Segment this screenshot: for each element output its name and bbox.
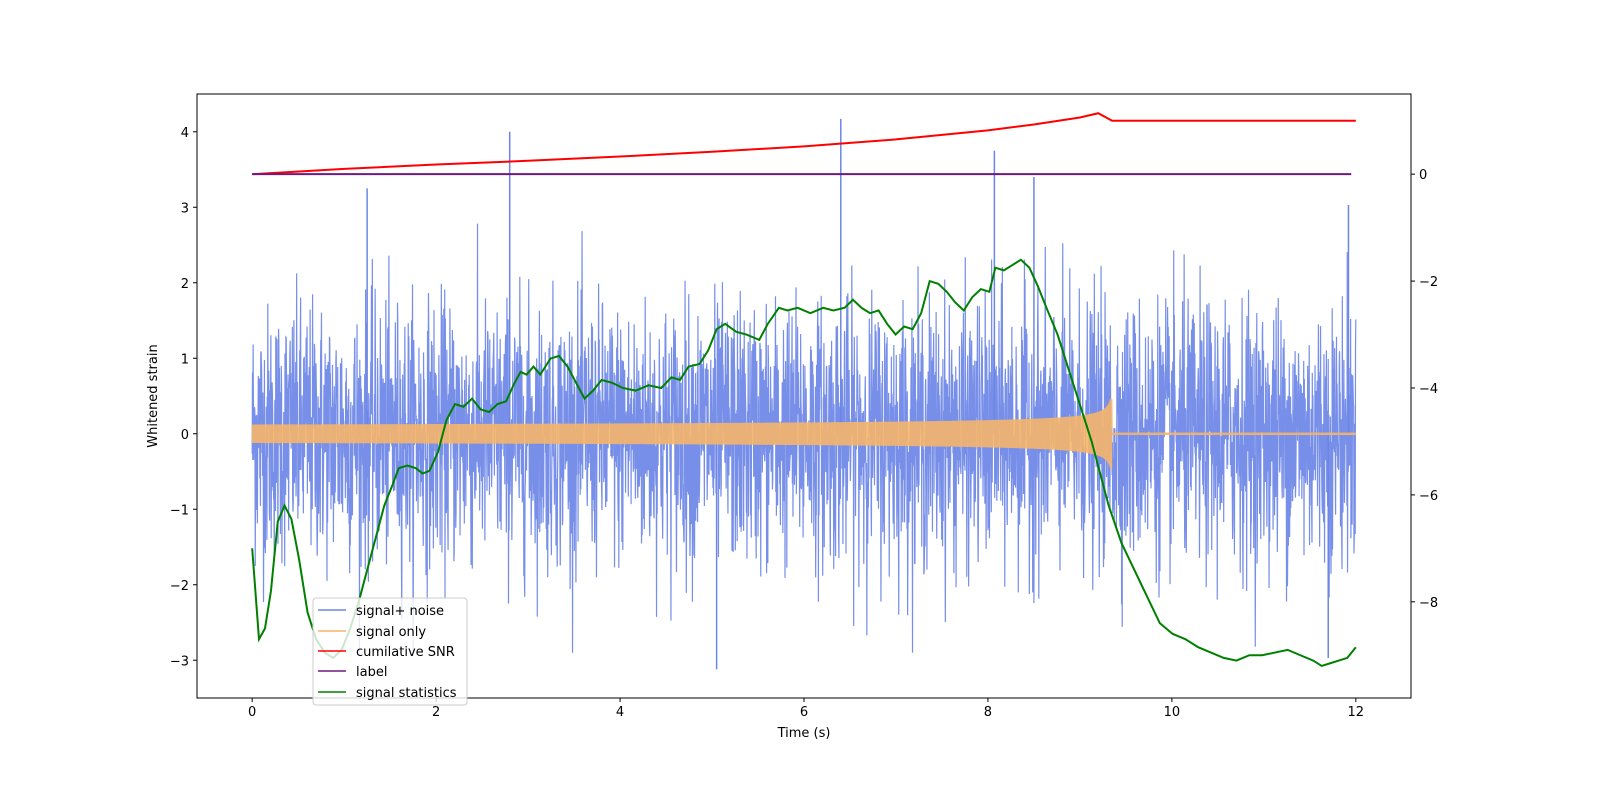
legend-item-label: label [318, 665, 387, 680]
x-tick-label: 10 [1164, 705, 1181, 720]
legend-item-signal-noise: signal+ noise [318, 604, 444, 619]
legend-item-signal-statistics: signal statistics [318, 686, 457, 701]
legend-item-signal-only: signal only [318, 625, 426, 640]
x-tick-label: 4 [616, 705, 624, 720]
y2-tick-label: 0 [1419, 168, 1427, 183]
y-tick-label: 1 [181, 352, 189, 367]
legend-label-label: label [356, 665, 387, 680]
y-tick-label: 0 [181, 428, 189, 443]
x-axis-ticks: 0 2 4 6 8 10 12 [248, 698, 1364, 720]
y-tick-label: 2 [181, 277, 189, 292]
plot-area [251, 112, 1357, 670]
legend-label-signal-noise: signal+ noise [356, 604, 444, 619]
series-signal-only [251, 398, 1357, 469]
y2-axis-ticks: −8 −6 −4 −2 0 [1411, 168, 1438, 611]
series-cumulative-snr [252, 112, 1356, 176]
x-tick-label: 2 [432, 705, 440, 720]
y2-tick-label: −6 [1419, 489, 1438, 504]
legend-item-cumulative-snr: cumilative SNR [318, 645, 455, 660]
y2-tick-label: −2 [1419, 275, 1438, 290]
legend-box [312, 597, 468, 706]
legend-label-signal-statistics: signal statistics [356, 686, 457, 701]
legend-label-signal-only: signal only [356, 625, 426, 640]
y2-tick-label: −8 [1419, 596, 1438, 611]
series-signal-noise [251, 223, 1357, 653]
legend-label-cumulative-snr: cumilative SNR [356, 645, 455, 660]
x-tick-label: 8 [984, 705, 992, 720]
y-axis-ticks: −3 −2 −1 0 1 2 3 4 [170, 126, 197, 669]
y-tick-label: −1 [170, 503, 189, 518]
x-tick-label: 12 [1348, 705, 1365, 720]
x-tick-label: 6 [800, 705, 808, 720]
legend: signal+ noise signal only cumilative SNR… [312, 597, 468, 706]
y-tick-label: 3 [181, 201, 189, 216]
series-signal-statistics [251, 258, 1357, 668]
y-tick-label: −3 [170, 654, 189, 669]
y-tick-label: 4 [181, 126, 189, 141]
y-axis-label: Whitened strain [146, 344, 161, 447]
x-axis-label: Time (s) [777, 726, 831, 741]
x-tick-label: 0 [248, 705, 256, 720]
y2-tick-label: −4 [1419, 382, 1438, 397]
y-tick-label: −2 [170, 579, 189, 594]
series-layer [251, 112, 1357, 670]
